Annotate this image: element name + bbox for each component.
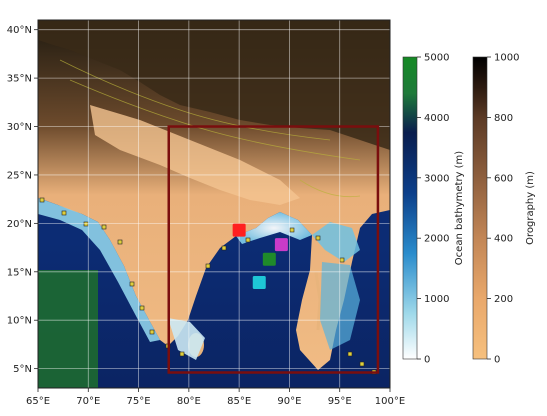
lat-tick-label: 5°N bbox=[13, 364, 32, 375]
station-point bbox=[139, 305, 145, 311]
arabian-sea-deep-patch bbox=[38, 270, 98, 388]
graticule bbox=[38, 20, 390, 388]
station-point bbox=[315, 235, 321, 241]
station-point bbox=[149, 329, 155, 335]
station-point bbox=[101, 224, 107, 230]
colorbar-tick-label: 200 bbox=[494, 294, 513, 305]
location-marker bbox=[262, 252, 276, 266]
lon-tick-label: 65°E bbox=[26, 396, 50, 407]
station-point bbox=[205, 263, 211, 269]
lat-tick-label: 40°N bbox=[7, 25, 32, 36]
lon-tick-label: 85°E bbox=[227, 396, 251, 407]
location-marker bbox=[232, 223, 246, 237]
lat-tick-label: 10°N bbox=[7, 316, 32, 327]
colorbar-tick-label: 4000 bbox=[424, 113, 449, 124]
lon-tick-label: 100°E bbox=[375, 396, 405, 407]
lat-tick-label: 15°N bbox=[7, 267, 32, 278]
bathymetry-colorbar-bar bbox=[402, 56, 418, 360]
lat-tick-label: 20°N bbox=[7, 219, 32, 230]
colorbar-tick-label: 1000 bbox=[494, 53, 519, 64]
himalaya-plateau bbox=[38, 20, 390, 150]
lon-tick-label: 95°E bbox=[328, 396, 352, 407]
latitude-tick-labels: 5°N 10°N 15°N 20°N 25°N 30°N 35°N 40°N bbox=[7, 25, 38, 375]
location-marker bbox=[252, 275, 266, 289]
longitude-tick-labels: 65°E 70°E 75°E 80°E 85°E 90°E 95°E 100°E bbox=[26, 388, 405, 407]
bay-head-shelf bbox=[236, 212, 312, 244]
lon-tick-label: 75°E bbox=[127, 396, 151, 407]
gulf-of-mannar-shelf bbox=[168, 318, 205, 360]
station-point bbox=[289, 227, 295, 233]
station-point bbox=[39, 197, 45, 203]
bathymetry-colorbar-ticks: 0 1000 2000 3000 4000 5000 bbox=[417, 53, 449, 366]
lon-tick-label: 80°E bbox=[177, 396, 201, 407]
station-point bbox=[83, 221, 89, 227]
colorbar-tick-label: 5000 bbox=[424, 53, 449, 64]
colorbar-tick-label: 0 bbox=[424, 355, 430, 366]
station-point bbox=[117, 239, 123, 245]
lon-tick-label: 70°E bbox=[76, 396, 100, 407]
station-point bbox=[129, 281, 135, 287]
station-point bbox=[245, 237, 251, 243]
ganges-plain bbox=[90, 105, 300, 205]
lat-tick-label: 30°N bbox=[7, 122, 32, 133]
station-point bbox=[61, 210, 67, 216]
colorbar-tick-label: 2000 bbox=[424, 234, 449, 245]
location-marker bbox=[274, 238, 288, 252]
colorbar-tick-label: 400 bbox=[494, 234, 513, 245]
location-markers bbox=[232, 223, 288, 289]
station-point bbox=[347, 351, 353, 357]
map-frame bbox=[37, 19, 391, 389]
bathymetry-colorbar-title: Ocean bathymetry (m) bbox=[454, 151, 465, 265]
orography-colorbar-ticks: 0 200 400 600 800 1000 bbox=[487, 53, 519, 366]
colorbar-tick-label: 800 bbox=[494, 113, 513, 124]
bathymetry-colorbar: 0 1000 2000 3000 4000 5000 Ocean bathymetry (… bbox=[402, 53, 465, 366]
colorbar-tick-label: 600 bbox=[494, 173, 513, 184]
orography-colorbar-title: Orography (m) bbox=[525, 171, 536, 245]
orography-colorbar: 0 200 400 600 800 1000 Orography (m) bbox=[472, 53, 536, 366]
west-coast-shelf bbox=[38, 198, 160, 342]
lon-tick-label: 90°E bbox=[277, 396, 301, 407]
lat-tick-label: 25°N bbox=[7, 170, 32, 181]
station-point bbox=[179, 351, 185, 357]
model-domain-box bbox=[167, 125, 380, 374]
colorbar-tick-label: 0 bbox=[494, 355, 500, 366]
station-point bbox=[221, 245, 227, 251]
station-point bbox=[359, 361, 365, 367]
colorbar-tick-label: 1000 bbox=[424, 294, 449, 305]
lat-tick-label: 35°N bbox=[7, 74, 32, 85]
station-point bbox=[339, 257, 345, 263]
orography-colorbar-bar bbox=[472, 56, 488, 360]
colorbar-tick-label: 3000 bbox=[424, 173, 449, 184]
map-layers bbox=[38, 20, 390, 388]
myanmar-shelf bbox=[312, 222, 360, 262]
